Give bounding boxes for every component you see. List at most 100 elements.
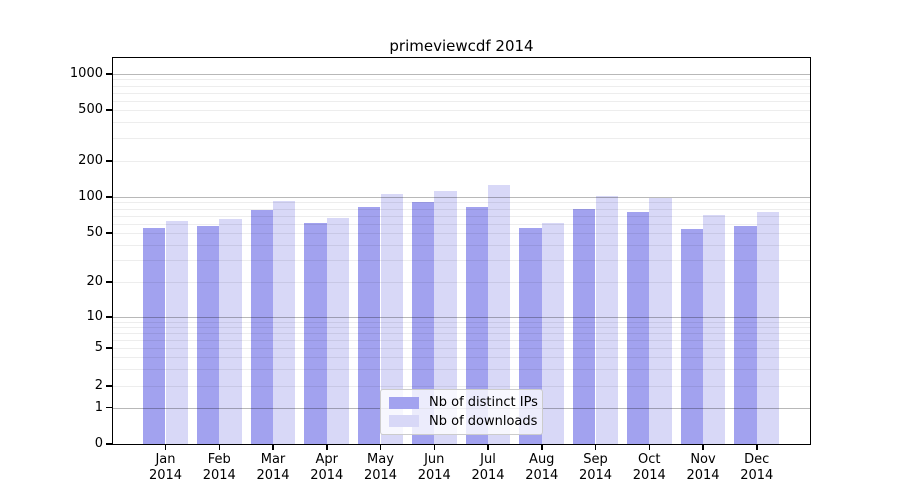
x-tick-year: 2014 [471,468,505,483]
x-tick-month: Oct [638,452,661,467]
y-tick-label: 1 [94,399,103,415]
minor-gridline [113,326,810,328]
y-tick-label: 500 [78,102,103,117]
x-tick-label: Apr 2014 [295,452,359,484]
y-tick-mark [106,385,113,387]
minor-gridline [113,92,810,94]
x-tick-month: Feb [207,452,231,467]
x-tick-label: Oct 2014 [617,452,681,484]
bar-distinct-ips [143,228,166,444]
bar-distinct-ips [573,209,596,444]
minor-gridline [113,244,810,246]
y-tick-label: 2 [94,378,103,393]
bar-distinct-ips [304,222,327,444]
x-tick-mark [433,444,435,450]
minor-gridline [113,260,810,262]
y-tick-label: 10 [86,309,103,324]
x-tick-label: Jan 2014 [134,452,198,484]
minor-gridline [113,122,810,124]
minor-gridline [113,282,810,283]
x-tick-month: Jun [424,452,445,467]
minor-gridline [113,386,810,387]
bar-distinct-ips [358,207,381,444]
bar-downloads [434,190,457,444]
y-tick-mark [106,443,113,445]
y-tick-label: 20 [86,274,103,289]
plot-area [113,58,810,444]
legend-swatch-distinct-ips [389,396,419,409]
bar-distinct-ips [626,211,650,444]
y-tick-label: 0 [94,436,103,451]
minor-gridline [113,348,810,349]
x-tick-month: Dec [744,452,770,467]
minor-gridline [113,223,810,225]
x-tick-year: 2014 [632,468,666,483]
bar-downloads [380,193,403,444]
legend-item-distinct-ips: Nb of distinct IPs [389,395,538,410]
x-tick-mark [702,444,704,450]
major-gridline [113,317,810,318]
minor-gridline [113,110,810,111]
x-tick-month: Mar [260,452,286,467]
minor-gridline [113,100,810,102]
x-tick-month: Sep [583,452,608,467]
x-tick-year: 2014 [363,468,398,483]
legend-label-distinct-ips: Nb of distinct IPs [429,395,538,411]
bar-downloads [595,195,618,444]
bar-downloads [273,200,296,444]
x-tick-label: Feb 2014 [187,452,251,484]
minor-gridline [113,332,810,334]
y-tick-mark [106,73,113,75]
y-tick-label: 200 [78,153,103,168]
x-tick-year: 2014 [578,468,613,483]
x-tick-label: Jun 2014 [402,452,466,484]
grid-layer [113,58,810,444]
x-tick-month: Jan [155,452,176,467]
bar-distinct-ips [680,229,703,444]
x-tick-year: 2014 [202,468,236,483]
bar-downloads [541,222,565,444]
legend: Nb of distinct IPs Nb of downloads [380,389,543,435]
bar-distinct-ips [734,226,757,444]
y-tick-mark [106,109,113,111]
x-tick-month: Nov [690,452,716,467]
x-tick-label: Aug 2014 [510,452,574,484]
x-tick-mark [648,444,650,450]
minor-gridline [113,138,810,140]
x-tick-label: Jul 2014 [456,452,520,484]
chart-title: primeviewcdf 2014 [389,37,534,55]
x-tick-mark [218,444,220,450]
minor-gridline [113,161,810,162]
x-tick-mark [272,444,274,450]
x-tick-month: Apr [315,452,339,467]
x-tick-mark [487,444,489,450]
minor-gridline [113,202,810,204]
x-tick-mark [164,444,167,450]
legend-swatch-downloads [389,415,419,428]
y-tick-mark [106,316,113,318]
bar-downloads [488,185,511,444]
bar-downloads [649,198,672,444]
x-tick-label: May 2014 [349,452,413,484]
y-tick-label: 100 [78,189,103,204]
y-tick-mark [106,232,113,234]
x-tick-year: 2014 [148,468,183,483]
x-tick-year: 2014 [686,468,720,483]
x-tick-label: Dec 2014 [725,452,789,484]
major-gridline [113,197,810,198]
bar-distinct-ips [411,201,435,444]
minor-gridline [113,321,810,323]
minor-gridline [113,339,810,341]
x-tick-mark [756,444,758,450]
x-tick-mark [326,444,328,450]
x-tick-month: Aug [529,452,555,467]
minor-gridline [113,208,810,210]
legend-label-downloads: Nb of downloads [429,413,538,429]
legend-item-downloads: Nb of downloads [389,413,538,429]
x-tick-label: Mar 2014 [241,452,305,484]
x-tick-mark [594,444,597,450]
bar-downloads [165,221,188,444]
y-tick-mark [106,281,113,283]
minor-gridline [113,233,810,234]
